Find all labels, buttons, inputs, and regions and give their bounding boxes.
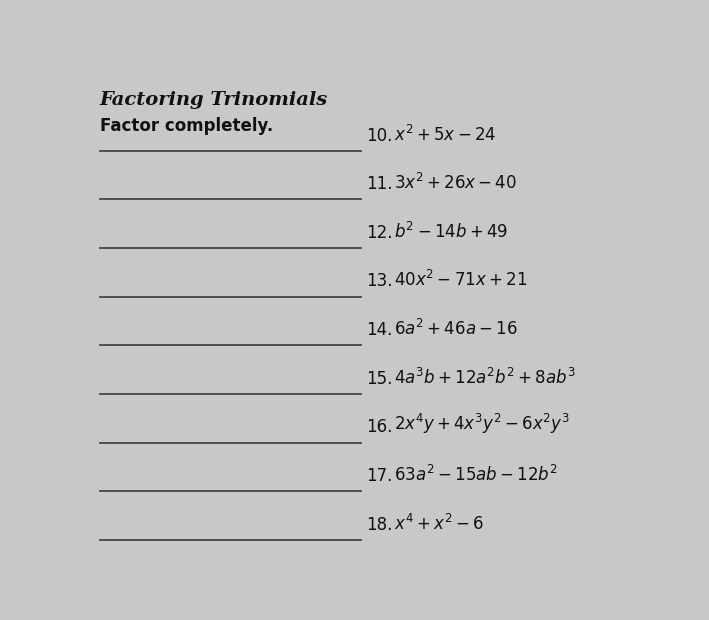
Text: 14.: 14. <box>366 321 393 339</box>
Text: $x^2 + 5x - 24$: $x^2 + 5x - 24$ <box>393 125 496 144</box>
Text: Factor completely.: Factor completely. <box>99 117 273 135</box>
Text: 18.: 18. <box>366 516 393 534</box>
Text: 10.: 10. <box>366 126 393 144</box>
Text: $4a^3b + 12a^2b^2 + 8ab^3$: $4a^3b + 12a^2b^2 + 8ab^3$ <box>393 368 576 388</box>
Text: 16.: 16. <box>366 418 393 436</box>
Text: $63a^2 - 15ab - 12b^2$: $63a^2 - 15ab - 12b^2$ <box>393 465 558 485</box>
Text: $40x^2 - 71x + 21$: $40x^2 - 71x + 21$ <box>393 270 527 291</box>
Text: $2x^4y + 4x^3y^2 - 6x^2y^3$: $2x^4y + 4x^3y^2 - 6x^2y^3$ <box>393 412 569 436</box>
Text: $x^4 + x^2 - 6$: $x^4 + x^2 - 6$ <box>393 513 484 534</box>
Text: 17.: 17. <box>366 467 393 485</box>
Text: 13.: 13. <box>366 272 393 291</box>
Text: $3x^2 + 26x - 40$: $3x^2 + 26x - 40$ <box>393 173 517 193</box>
Text: Factoring Trinomials: Factoring Trinomials <box>99 91 328 109</box>
Text: 11.: 11. <box>366 175 393 193</box>
Text: 15.: 15. <box>366 370 393 388</box>
Text: 12.: 12. <box>366 224 393 242</box>
Text: $6a^2 + 46a - 16$: $6a^2 + 46a - 16$ <box>393 319 518 339</box>
Text: $b^2 - 14b + 49$: $b^2 - 14b + 49$ <box>393 222 508 242</box>
